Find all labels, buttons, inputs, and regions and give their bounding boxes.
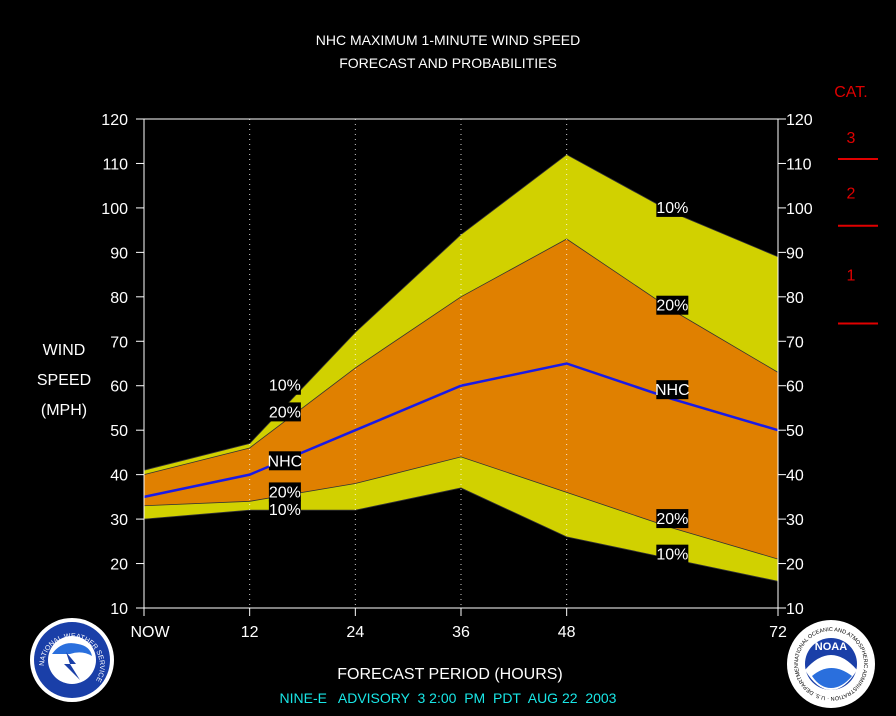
- y-tick-label-left: 90: [110, 245, 128, 262]
- annotation-box: [268, 500, 301, 520]
- y-tick-label-right: 120: [786, 112, 813, 129]
- y-tick-label-right: 10: [786, 601, 804, 618]
- annotation-box: [656, 544, 689, 564]
- x-tick-label: 36: [452, 624, 470, 641]
- y-tick-label-right: 80: [786, 290, 804, 307]
- x-axis-ticks: NOW 12 24 36 48 72: [130, 608, 787, 641]
- x-axis-label: FORECAST PERIOD (HOURS): [337, 666, 563, 683]
- annotation-box: [268, 451, 301, 471]
- y-tick-label-right: 70: [786, 334, 804, 351]
- chart-title-line1: NHC MAXIMUM 1-MINUTE WIND SPEED: [316, 32, 580, 48]
- noaa-logo-word: NOAA: [815, 641, 847, 653]
- annotation-box: [656, 509, 689, 529]
- annotation-box: [656, 197, 689, 217]
- annotation-label: 10%: [269, 378, 301, 395]
- category-title: CAT.: [834, 84, 867, 101]
- y-tick-label-left: 10: [110, 601, 128, 618]
- y-tick-label-left: 20: [110, 557, 128, 574]
- y-tick-label-left: 80: [110, 290, 128, 307]
- category-label: 3: [847, 130, 856, 147]
- y-tick-label-left: 70: [110, 334, 128, 351]
- chart-title-line2: FORECAST AND PROBABILITIES: [339, 55, 557, 71]
- y-tick-label-right: 20: [786, 557, 804, 574]
- y-axis-ticks: 10 10 20 20 30 30 40 40 50 50 60 60 70 70 80 80 90 90 100 1…: [101, 112, 813, 618]
- category-label: 1: [847, 268, 856, 285]
- x-tick-label: 72: [769, 624, 787, 641]
- x-tick-label: 48: [558, 624, 576, 641]
- y-tick-label-left: 30: [110, 512, 128, 529]
- y-tick-label-left: 60: [110, 379, 128, 396]
- annotation-box: [268, 402, 301, 422]
- x-tick-label: 12: [241, 624, 259, 641]
- advisory-footer: NINE-E ADVISORY 3 2:00 PM PDT AUG 22 200…: [280, 690, 617, 706]
- y-tick-label-left: 100: [101, 201, 128, 218]
- y-axis-label-line1: WIND: [43, 342, 86, 359]
- y-tick-label-left: 50: [110, 423, 128, 440]
- annotation-label: 20%: [656, 511, 688, 528]
- y-tick-label-left: 40: [110, 468, 128, 485]
- nws-logo: NATIONAL WEATHER SERVICE: [30, 618, 114, 702]
- x-tick-label: NOW: [130, 624, 170, 641]
- y-tick-label-right: 110: [786, 156, 812, 173]
- y-axis-label-line2: SPEED: [37, 372, 91, 389]
- annotation-label: 20%: [269, 404, 301, 421]
- y-tick-label-left: 120: [101, 112, 128, 129]
- annotation-box: [656, 295, 689, 315]
- y-tick-label-right: 100: [786, 201, 813, 218]
- annotation-label: NHC: [655, 382, 690, 399]
- annotation-label: 20%: [269, 484, 301, 501]
- y-tick-label-left: 110: [102, 156, 128, 173]
- y-tick-label-right: 40: [786, 468, 804, 485]
- y-axis-label-line3: (MPH): [41, 402, 87, 419]
- y-tick-label-right: 90: [786, 245, 804, 262]
- annotation-label: 10%: [656, 200, 688, 217]
- annotation-label: NHC: [268, 453, 303, 470]
- category-scale: CAT. 3 2 1: [834, 84, 878, 325]
- annotation-box: [656, 380, 689, 400]
- annotation-label: 20%: [656, 298, 688, 315]
- y-tick-label-right: 30: [786, 512, 804, 529]
- y-tick-label-right: 60: [786, 379, 804, 396]
- annotation-box: [268, 375, 301, 395]
- x-tick-label: 24: [346, 624, 364, 641]
- y-tick-label-right: 50: [786, 423, 804, 440]
- annotation-label: 10%: [269, 502, 301, 519]
- annotation-box: [268, 482, 301, 502]
- category-label: 2: [847, 185, 856, 202]
- annotation-label: 10%: [656, 547, 688, 564]
